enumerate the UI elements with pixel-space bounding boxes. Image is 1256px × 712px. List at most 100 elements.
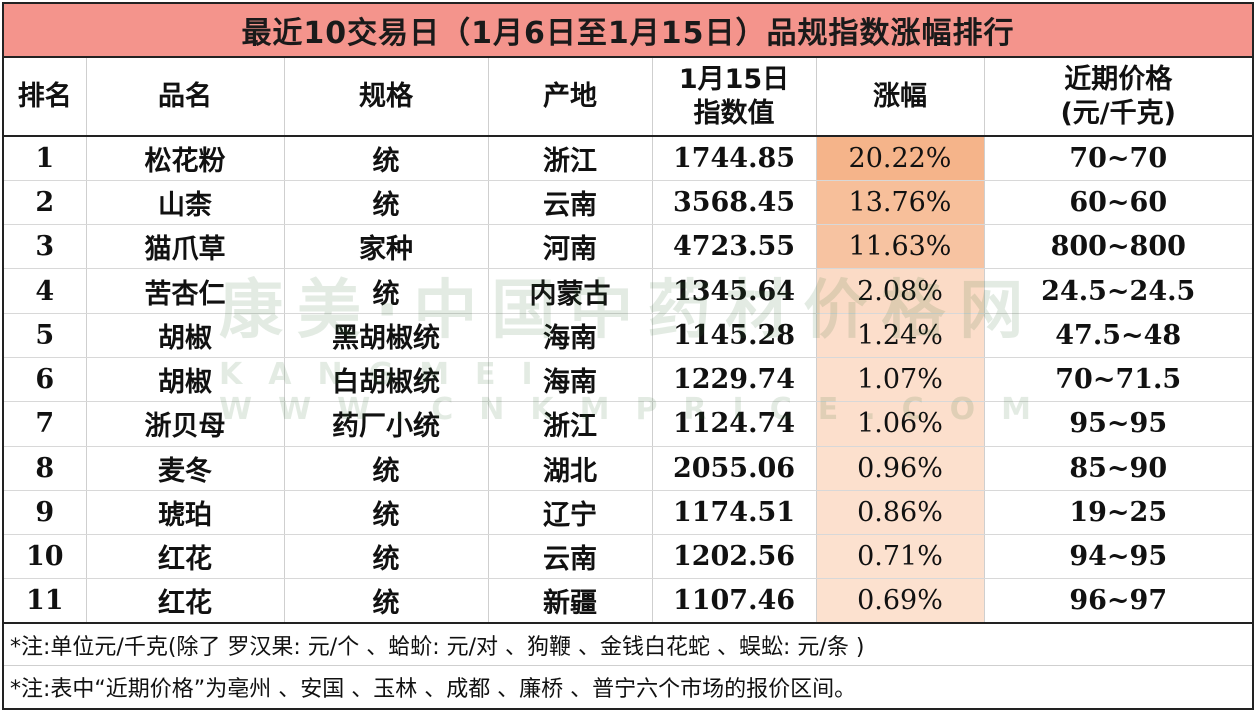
cell-origin: 海南 [488, 357, 653, 403]
table-row: 11 红花统新疆 1107.46 0.69% 96~97 [4, 578, 1252, 625]
table-row: 5 胡椒 黑胡椒统 海南 1145.28 1.24% 47.5~48 [4, 313, 1252, 358]
note-price-range: *注:表中“近期价格”为亳州 、安国 、玉林 、成都 、廉桥 、普宁六个市场的报… [10, 677, 857, 702]
cell-name: 苦杏仁 [86, 268, 285, 314]
cell-price: 85~90 [984, 446, 1252, 491]
cell-price: 70~70 [984, 136, 1252, 181]
header-row: 排名 品名 规格 产地 1月15日 指数值 涨幅 近期价格 (元/千克) [4, 58, 1252, 137]
table-row: 4 苦杏仁统内蒙古 1345.64 2.08% 24.5~24.5 [4, 268, 1252, 314]
cell-origin: 新疆 [488, 578, 653, 625]
cell-price: 95~95 [984, 401, 1252, 447]
cell-pct: 0.71% [816, 534, 985, 580]
cell-rank: 3 [4, 224, 87, 270]
cell-spec: 统 [284, 136, 489, 181]
table-row: 10 红花统云南 1202.56 0.71% 94~95 [4, 534, 1252, 580]
cell-spec: 统 [284, 268, 489, 314]
cell-origin: 云南 [488, 180, 653, 226]
cell-name: 山柰 [86, 180, 285, 226]
table-row: 2 山柰统云南 3568.45 13.76% 60~60 [4, 180, 1252, 226]
cell-name: 琥珀 [86, 490, 285, 536]
cell-index: 1345.64 [652, 268, 817, 314]
table-row: 3 猫爪草 家种 河南 4723.55 11.63% 800~800 [4, 224, 1252, 270]
cell-price: 24.5~24.5 [984, 268, 1252, 314]
table-row: 1 松花粉统浙江 1744.85 20.22% 70~70 [4, 136, 1252, 181]
table-title: 最近10交易日（1月6日至1月15日）品规指数涨幅排行 [4, 4, 1252, 58]
cell-pct: 1.06% [816, 401, 985, 447]
cell-origin: 云南 [488, 534, 653, 580]
cell-index: 1202.56 [652, 534, 817, 580]
cell-spec: 统 [284, 534, 489, 580]
cell-pct: 0.69% [816, 578, 985, 625]
cell-origin: 内蒙古 [488, 268, 653, 314]
cell-origin: 河南 [488, 224, 653, 270]
cell-rank: 8 [4, 446, 87, 491]
table-row: 8 麦冬统湖北 2055.06 0.96% 85~90 [4, 446, 1252, 491]
cell-spec: 统 [284, 490, 489, 536]
note-unit: *注:单位元/千克(除了 罗汉果: 元/个 、蛤蚧: 元/对 、狗鞭 、金钱白花… [4, 624, 1252, 666]
cell-index: 1107.46 [652, 578, 817, 625]
cell-pct: 20.22% [816, 136, 985, 181]
header-index: 1月15日 指数值 [652, 58, 817, 137]
cell-pct: 0.86% [816, 490, 985, 536]
cell-name: 红花 [86, 534, 285, 580]
cell-pct: 0.96% [816, 446, 985, 491]
cell-index: 1229.74 [652, 357, 817, 403]
cell-rank: 10 [4, 534, 87, 580]
cell-price: 94~95 [984, 534, 1252, 580]
cell-spec: 药厂小统 [284, 401, 489, 447]
cell-index: 4723.55 [652, 224, 817, 270]
cell-name: 浙贝母 [86, 401, 285, 447]
ranking-table: 排名 品名 规格 产地 1月15日 指数值 涨幅 近期价格 (元/千克) 1 松花粉统… [4, 58, 1252, 625]
cell-name: 胡椒 [86, 357, 285, 403]
cell-origin: 海南 [488, 313, 653, 358]
cell-spec: 黑胡椒统 [284, 313, 489, 358]
cell-origin: 浙江 [488, 136, 653, 181]
header-rank: 排名 [4, 58, 87, 137]
cell-pct: 1.24% [816, 313, 985, 358]
cell-rank: 6 [4, 357, 87, 403]
cell-index: 1145.28 [652, 313, 817, 358]
cell-index: 1124.74 [652, 401, 817, 447]
cell-spec: 白胡椒统 [284, 357, 489, 403]
cell-name: 麦冬 [86, 446, 285, 491]
cell-price: 47.5~48 [984, 313, 1252, 358]
cell-rank: 5 [4, 313, 87, 358]
cell-spec: 统 [284, 446, 489, 491]
table-row: 7 浙贝母 药厂小统 浙江 1124.74 1.06% 95~95 [4, 401, 1252, 447]
cell-pct: 11.63% [816, 224, 985, 270]
cell-origin: 浙江 [488, 401, 653, 447]
header-price: 近期价格 (元/千克) [984, 58, 1252, 137]
table-row: 9 琥珀统辽宁 1174.51 0.86% 19~25 [4, 490, 1252, 536]
cell-spec: 统 [284, 180, 489, 226]
cell-name: 红花 [86, 578, 285, 625]
cell-rank: 2 [4, 180, 87, 226]
cell-name: 猫爪草 [86, 224, 285, 270]
cell-name: 松花粉 [86, 136, 285, 181]
cell-index: 1744.85 [652, 136, 817, 181]
cell-rank: 9 [4, 490, 87, 536]
cell-price: 70~71.5 [984, 357, 1252, 403]
cell-origin: 湖北 [488, 446, 653, 491]
cell-pct: 1.07% [816, 357, 985, 403]
cell-price: 96~97 [984, 578, 1252, 625]
cell-index: 2055.06 [652, 446, 817, 491]
cell-rank: 7 [4, 401, 87, 447]
cell-index: 3568.45 [652, 180, 817, 226]
header-pct: 涨幅 [816, 58, 985, 137]
cell-price: 800~800 [984, 224, 1252, 270]
cell-price: 60~60 [984, 180, 1252, 226]
cell-origin: 辽宁 [488, 490, 653, 536]
cell-name: 胡椒 [86, 313, 285, 358]
cell-price: 19~25 [984, 490, 1252, 536]
header-name: 品名 [86, 58, 285, 137]
cell-spec: 统 [284, 578, 489, 625]
table-row: 6 胡椒 白胡椒统 海南 1229.74 1.07% 70~71.5 [4, 357, 1252, 403]
cell-spec: 家种 [284, 224, 489, 270]
cell-index: 1174.51 [652, 490, 817, 536]
notes-section: *注:单位元/千克(除了 罗汉果: 元/个 、蛤蚧: 元/对 、狗鞭 、金钱白花… [4, 624, 1252, 708]
header-spec: 规格 [284, 58, 489, 137]
cell-rank: 11 [4, 578, 87, 625]
cell-rank: 1 [4, 136, 87, 181]
cell-pct: 13.76% [816, 180, 985, 226]
cell-pct: 2.08% [816, 268, 985, 314]
